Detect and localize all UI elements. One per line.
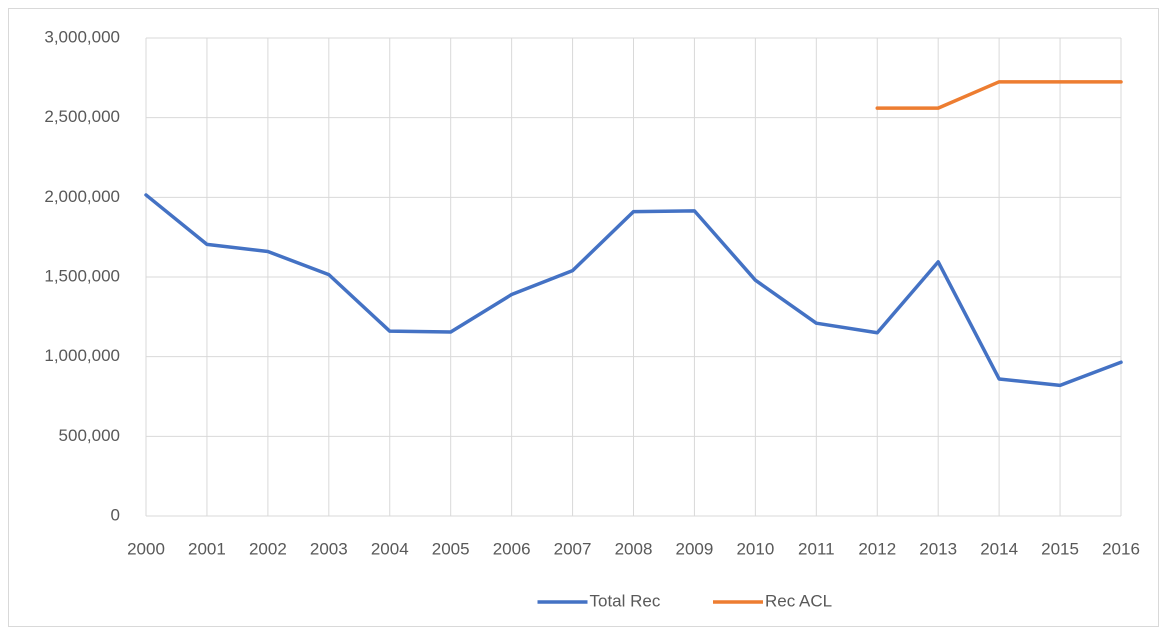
x-tick-label: 2001 — [188, 539, 226, 558]
y-tick-label: 2,500,000 — [44, 107, 120, 126]
x-tick-label: 2009 — [676, 539, 714, 558]
x-tick-label: 2010 — [736, 539, 774, 558]
data-line — [144, 193, 1123, 388]
legend-label: Total Rec — [590, 591, 661, 610]
x-tick-label: 2002 — [249, 539, 287, 558]
x-tick-label: 2016 — [1102, 539, 1140, 558]
y-tick-label: 0 — [111, 505, 120, 524]
x-tick-label: 2006 — [493, 539, 531, 558]
x-tick-label: 2014 — [980, 539, 1018, 558]
x-tick-label: 2004 — [371, 539, 409, 558]
x-tick-label: 2015 — [1041, 539, 1079, 558]
x-tick-label: 2003 — [310, 539, 348, 558]
x-tick-label: 2012 — [858, 539, 896, 558]
y-tick-label: 2,000,000 — [44, 187, 120, 206]
data-line — [875, 80, 1123, 110]
legend-label: Rec ACL — [765, 591, 832, 610]
y-tick-label: 1,000,000 — [44, 346, 120, 365]
chart-frame — [8, 8, 1159, 627]
y-tick-label: 500,000 — [59, 426, 120, 445]
x-tick-label: 2011 — [798, 539, 835, 558]
x-tick-label: 2008 — [615, 539, 653, 558]
x-tick-label: 2005 — [432, 539, 470, 558]
y-tick-label: 1,500,000 — [44, 266, 120, 285]
x-tick-label: 2007 — [554, 539, 592, 558]
x-tick-label: 2000 — [127, 539, 165, 558]
y-tick-label: 3,000,000 — [44, 27, 120, 46]
x-tick-label: 2013 — [919, 539, 957, 558]
